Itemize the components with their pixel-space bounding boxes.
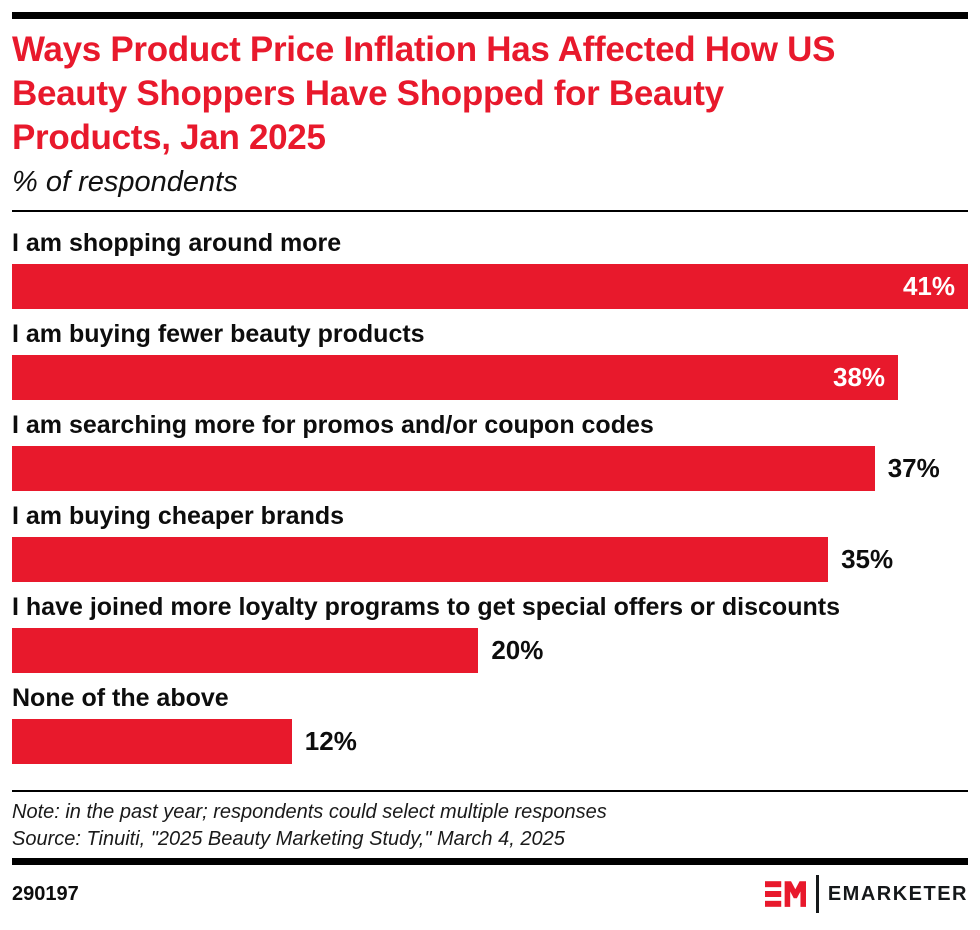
emarketer-logo: EMARKETER	[765, 875, 968, 913]
chart-subtitle: % of respondents	[12, 166, 238, 198]
bar-group: I am searching more for promos and/or co…	[12, 411, 968, 491]
bar-row: 12%	[12, 719, 968, 764]
bottom-rule	[12, 858, 968, 865]
bar: 38%	[12, 355, 899, 400]
source-text: Source: Tinuiti, "2025 Beauty Marketing …	[12, 828, 565, 850]
brand-name: EMARKETER	[827, 882, 968, 905]
bar-category-label: I am searching more for promos and/or co…	[12, 411, 654, 439]
bar-chart: I am shopping around more 41% I am buying …	[12, 229, 968, 764]
bar-group: I am buying cheaper brands 35%	[12, 502, 968, 582]
bar-row: 35%	[12, 537, 968, 582]
title-line-2: Beauty Shoppers Have Shopped for Beauty	[12, 74, 724, 113]
bar-value-label: 35%	[841, 544, 894, 574]
footer: 290197 EMARKETER	[12, 875, 968, 913]
bar-value-label: 41%	[902, 271, 955, 301]
bar-category-label: I am shopping around more	[12, 229, 342, 257]
chart-card: Ways Product Price Inflation Has Affecte…	[0, 12, 980, 930]
chart-id: 290197	[12, 882, 79, 905]
bar-value-label: 12%	[304, 726, 357, 756]
title-line-1: Ways Product Price Inflation Has Affecte…	[12, 30, 836, 69]
footnote-divider	[12, 790, 968, 792]
note-text: Note: in the past year; respondents coul…	[12, 801, 607, 823]
bar-row: 37%	[12, 446, 968, 491]
bar-row: 38%	[12, 355, 968, 400]
bar-group: None of the above 12%	[12, 684, 968, 764]
bar-group: I have joined more loyalty programs to g…	[12, 593, 968, 673]
logo-divider	[816, 875, 819, 913]
bar	[12, 537, 829, 582]
bar-row: 41%	[12, 264, 968, 309]
bar-value-label: 38%	[833, 362, 886, 392]
bar	[12, 719, 292, 764]
bar-group: I am shopping around more 41%	[12, 229, 968, 309]
bar	[12, 446, 875, 491]
page-title: Ways Product Price Inflation Has Affecte…	[12, 28, 968, 160]
footnotes: Note: in the past year; respondents coul…	[12, 799, 968, 853]
bar-category-label: None of the above	[12, 684, 229, 712]
bar-row: 20%	[12, 628, 968, 673]
bar-group: I am buying fewer beauty products 38%	[12, 320, 968, 400]
top-rule	[12, 12, 968, 19]
bar-category-label: I have joined more loyalty programs to g…	[12, 593, 840, 621]
header-divider	[12, 210, 968, 212]
bar	[12, 628, 479, 673]
bar-category-label: I am buying fewer beauty products	[12, 320, 425, 348]
em-monogram-icon	[765, 881, 807, 907]
title-line-3: Products, Jan 2025	[12, 118, 326, 157]
bar-value-label: 20%	[491, 635, 544, 665]
bar-category-label: I am buying cheaper brands	[12, 502, 345, 530]
bar: 41%	[12, 264, 968, 309]
bar-value-label: 37%	[887, 453, 940, 483]
